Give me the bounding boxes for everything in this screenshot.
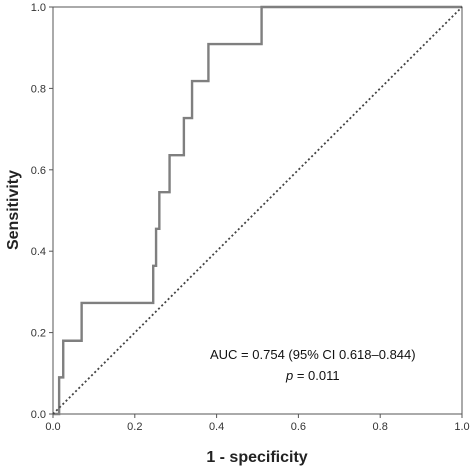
roc-curve-line [53,5,462,416]
x-tick-label: 0.2 [127,421,142,433]
x-tick-label: 0.8 [373,421,388,433]
y-axis-ticks: 0.0 0.2 0.4 0.6 0.8 1.0 [31,2,53,421]
auc-annotation: AUC = 0.754 (95% CI 0.618–0.844) [210,347,416,362]
y-tick-label: 0.2 [31,328,46,340]
x-tick-label: 0.0 [45,421,60,433]
reference-diagonal-line [52,6,463,415]
x-axis-ticks: 0.0 0.2 0.4 0.6 0.8 1.0 [45,414,470,433]
x-tick-label: 0.4 [209,421,224,433]
p-value-annotation: p = 0.011 [285,368,340,383]
x-axis-title: 1 - specificity [206,449,307,466]
y-tick-label: 0.4 [31,246,46,258]
series-layer [52,5,463,416]
p-value: = 0.011 [293,368,339,383]
x-tick-label: 1.0 [454,421,469,433]
p-label: p [285,368,293,383]
y-tick-label: 0.6 [31,165,46,177]
y-tick-label: 0.0 [31,409,46,421]
x-tick-label: 0.6 [291,421,306,433]
y-tick-label: 1.0 [31,2,46,14]
y-tick-label: 0.8 [31,83,46,95]
y-axis-title: Sensitivity [5,170,22,250]
